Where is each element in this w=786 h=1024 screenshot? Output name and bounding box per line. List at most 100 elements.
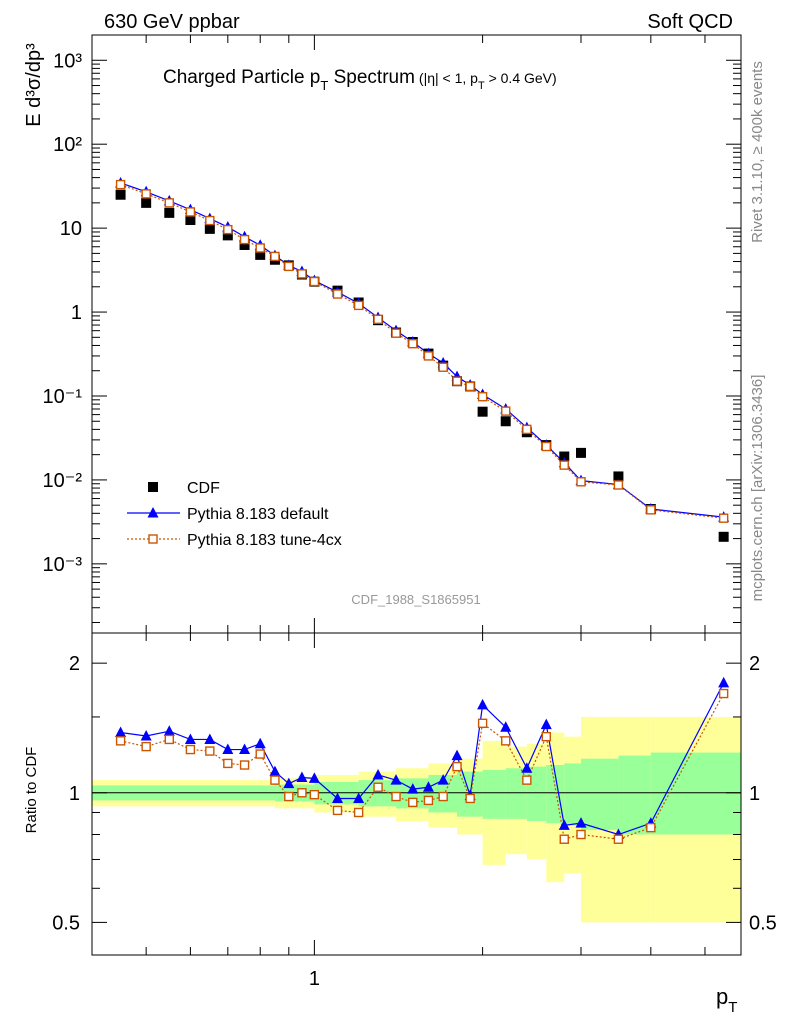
series-2-point: [613, 480, 624, 490]
series-2-point: [255, 243, 265, 253]
mcplots-label: mcplots.cern.ch [arXiv:1306.3436]: [749, 375, 766, 602]
ratio-series-0-point: [540, 718, 552, 730]
main-y-tick-label: 10: [60, 218, 82, 240]
ratio-series-0-point: [437, 774, 449, 785]
ratio-series-1-point: [391, 791, 401, 802]
series-0-point: [222, 230, 233, 241]
x-axis-label: pT: [716, 984, 737, 1016]
ratio-series-1-line: [120, 693, 725, 840]
main-y-tick-label: 10⁻¹: [43, 386, 83, 408]
series-0-point: [204, 223, 215, 234]
ratio-y-axis-label: Ratio to CDF: [23, 747, 40, 834]
ratio-series-1-point: [373, 782, 383, 792]
series-2-point: [501, 406, 511, 416]
series-0-point: [239, 239, 250, 250]
series-2-point: [353, 300, 364, 311]
analysis-id: CDF_1988_S1865951: [351, 592, 480, 607]
ratio-series-1-point: [223, 758, 233, 769]
series-0-point: [477, 406, 488, 417]
legend-marker: [148, 534, 158, 544]
ratio-series-1-point: [613, 834, 624, 844]
series-2-point: [284, 261, 294, 272]
ratio-series-1-point: [559, 834, 569, 844]
legend-label: CDF: [187, 480, 220, 497]
ratio-series-0-point: [558, 819, 570, 830]
main-panel: Charged Particle pT Spectrum (|η| < 1, pT…: [23, 34, 742, 634]
ratio-series-1-point: [718, 688, 729, 699]
series-2-point: [438, 362, 448, 372]
series-2-point: [541, 441, 551, 452]
uncertainty-band-inner-segment: [564, 763, 582, 826]
ratio-series-0-point: [269, 765, 281, 777]
ratio-series-0-point: [353, 792, 365, 803]
series-0-point: [500, 416, 511, 427]
rivet-label: Rivet 3.1.10, ≥ 400k events: [749, 61, 766, 243]
uncertainty-band-inner-segment: [546, 765, 565, 824]
ratio-series-1-point: [115, 736, 126, 746]
series-0-point: [115, 189, 126, 200]
series-2-point: [223, 224, 233, 235]
ratio-series-1-point: [452, 761, 462, 772]
ratio-series-0-point: [407, 783, 419, 794]
ratio-y-tick-label: 1: [69, 783, 80, 805]
ratio-series-0-point: [332, 792, 344, 803]
ratio-series-0-point: [140, 729, 152, 741]
legend-label: Pythia 8.183 default: [187, 506, 329, 523]
ratio-series-1-point: [353, 807, 364, 818]
ratio-series-0-point: [422, 781, 434, 792]
ratio-series-0-point: [239, 743, 251, 755]
series-2-point: [477, 392, 488, 402]
x-tick-label: 1: [309, 968, 320, 990]
ratio-y-tick-label-right: 2: [749, 653, 760, 675]
ratio-frame: [91, 632, 742, 956]
ratio-series-1-point: [646, 822, 656, 833]
series-2-point: [452, 376, 462, 386]
series-0-point: [718, 531, 729, 542]
ratio-series-1-point: [438, 791, 448, 802]
main-y-tick-label: 10⁻²: [43, 470, 83, 492]
ratio-series-1-point: [239, 760, 250, 770]
series-2-point: [559, 460, 569, 470]
legend: CDF Pythia 8.183 default Pythia 8.183 tune…: [127, 480, 342, 549]
series-2-point: [465, 381, 475, 392]
series-2-point: [239, 234, 250, 245]
series-0-point: [559, 451, 570, 462]
series-0-point: [185, 214, 196, 225]
series-2-point: [115, 179, 126, 190]
main-y-tick-label: 1: [71, 302, 82, 324]
legend-label: Pythia 8.183 tune-4cx: [187, 532, 342, 549]
ratio-series-0-line: [120, 682, 725, 836]
series-2-line: [120, 184, 724, 519]
ratio-y-tick-label: 0.5: [52, 912, 80, 934]
ratio-series-0-point: [184, 733, 196, 744]
ratio-series-1-point: [408, 797, 418, 808]
ratio-series-1-point: [141, 741, 151, 752]
series-2-point: [205, 215, 215, 226]
ratio-y-tick-label: 2: [69, 653, 80, 675]
main-y-tick-label: 10⁻³: [43, 554, 83, 576]
header-right: Soft QCD: [647, 11, 733, 33]
series-0-point: [164, 207, 175, 218]
series-2-point: [185, 207, 196, 217]
main-y-axis-label: E d³σ/dp³: [23, 43, 45, 127]
ratio-series-0-point: [575, 817, 587, 828]
ratio-series-1-point: [255, 749, 265, 759]
ratio-series-1-point: [297, 788, 307, 798]
header-left: 630 GeV ppbar: [104, 11, 240, 33]
series-2-point: [576, 477, 586, 487]
main-y-tick-label: 10²: [53, 134, 82, 156]
ratio-series-0-point: [115, 726, 127, 738]
series-2-point: [718, 513, 729, 523]
ratio-series-0-point: [222, 743, 234, 755]
ratio-series-0-point: [254, 737, 266, 749]
ratio-series-0-point: [390, 774, 402, 785]
ratio-series-1-point: [423, 795, 434, 806]
ratio-series-0-point: [718, 676, 730, 688]
ratio-series-1-point: [522, 775, 532, 785]
ratio-series-1-point: [284, 791, 294, 802]
series-2-point: [164, 198, 174, 208]
series-2-point: [646, 505, 656, 515]
legend-marker: [148, 482, 158, 492]
ratio-series-0-point: [296, 771, 308, 783]
series-2-point: [423, 351, 434, 361]
